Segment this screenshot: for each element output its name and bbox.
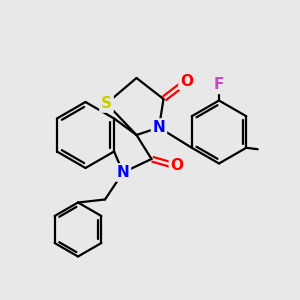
Text: N: N <box>117 165 129 180</box>
Text: N: N <box>153 120 165 135</box>
Text: F: F <box>214 77 224 92</box>
Text: S: S <box>101 96 112 111</box>
Text: O: O <box>170 158 184 172</box>
Text: O: O <box>180 74 193 88</box>
